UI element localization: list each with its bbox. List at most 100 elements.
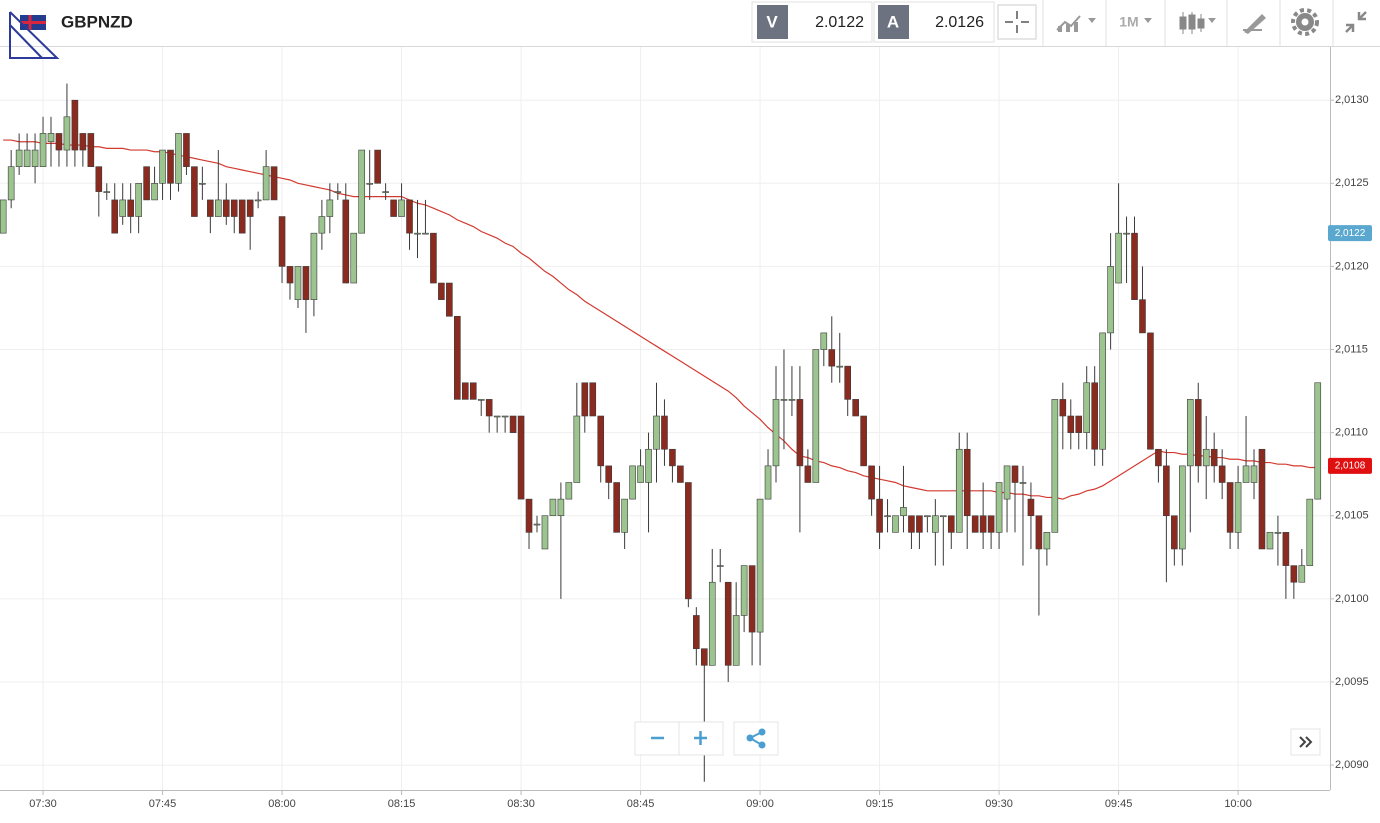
candle-body — [71, 99, 79, 151]
candle-body — [334, 191, 342, 193]
candle-body — [262, 166, 270, 201]
candle-body — [438, 282, 445, 300]
x-tick-label: 10:00 — [1224, 798, 1252, 810]
candle-body — [716, 565, 724, 567]
y-tick-label: 2,0095 — [1335, 676, 1369, 688]
indicator-button[interactable] — [1056, 15, 1096, 32]
candle-body — [1115, 232, 1122, 284]
candle-body — [995, 482, 1003, 533]
candle-body — [557, 498, 565, 517]
candle-body — [756, 498, 764, 633]
candle-body — [493, 415, 501, 418]
candle-body — [533, 523, 541, 526]
candle-body — [645, 448, 652, 483]
candle-body — [222, 199, 230, 217]
candle-body — [39, 133, 47, 167]
candle-body — [119, 199, 127, 217]
candle-body — [79, 133, 87, 151]
x-tick-label: 09:00 — [746, 798, 774, 810]
candle-body — [47, 133, 55, 143]
candle-body — [1019, 482, 1027, 484]
price-tag — [1328, 457, 1372, 474]
candle-body — [230, 199, 238, 217]
candle-body — [748, 565, 756, 633]
crosshair-button[interactable] — [997, 4, 1037, 40]
ask-box[interactable]: A 2.0126 — [873, 1, 995, 43]
x-tick-label: 08:30 — [507, 798, 535, 810]
candle-body — [1179, 465, 1186, 550]
zoom-in-button[interactable] — [678, 721, 724, 756]
candle-body — [900, 507, 907, 517]
candle-body — [246, 199, 254, 217]
candle-body — [1266, 532, 1274, 550]
candle-body — [621, 498, 628, 533]
candle-body — [294, 266, 302, 300]
bid-label: V — [766, 12, 778, 31]
candle-body — [175, 133, 182, 184]
candle-body — [685, 482, 692, 600]
x-tick-label: 09:15 — [866, 798, 894, 810]
candle-body — [955, 448, 963, 533]
candle-body — [199, 182, 206, 185]
bid-box[interactable]: V 2.0122 — [751, 1, 873, 43]
candle-body — [446, 282, 453, 317]
interval[interactable]: 1M — [1119, 14, 1138, 30]
candle-body — [477, 399, 485, 401]
candle-body — [1274, 532, 1282, 534]
collapse-button[interactable] — [1345, 11, 1367, 33]
candle-body — [0, 199, 7, 234]
candle-body — [629, 465, 636, 500]
candle-body — [87, 133, 95, 167]
candle-body — [1139, 299, 1146, 334]
candle-body — [111, 199, 119, 234]
candle-body — [485, 399, 493, 417]
y-tick-label: 2,0105 — [1335, 510, 1369, 522]
x-tick-label: 09:45 — [1105, 798, 1133, 810]
candle-body — [103, 191, 111, 193]
candle-body — [1298, 565, 1306, 583]
candle-body — [772, 399, 780, 467]
candle-body — [366, 182, 373, 185]
y-tick-label: 2,0120 — [1335, 260, 1369, 272]
candle-body — [661, 415, 668, 450]
candle-body — [1186, 399, 1194, 467]
plot-area: 2,0090 2,0095 2,0100 2,0105 2,0110 2,0115 2,01… — [0, 47, 1372, 810]
candle-body — [183, 133, 190, 167]
candle-body — [63, 116, 71, 151]
candle-body — [286, 266, 294, 284]
candle-body — [1250, 465, 1258, 483]
candle-body — [581, 382, 589, 417]
drawing-tool-icon[interactable] — [9, 11, 60, 59]
zoom-out-button[interactable] — [634, 721, 680, 756]
candle-body — [167, 149, 174, 184]
candle-body — [820, 332, 828, 350]
candle-body — [1258, 448, 1266, 550]
candle-body — [1171, 515, 1178, 550]
x-tick-label: 09:30 — [985, 798, 1013, 810]
candle-body — [15, 149, 23, 167]
y-tick-label: 2,0115 — [1335, 343, 1368, 355]
candle-body — [1123, 232, 1130, 235]
scroll-right-button[interactable] — [1290, 728, 1321, 756]
draw-button[interactable] — [1243, 14, 1266, 34]
candle-body — [191, 166, 198, 217]
candle-body — [318, 216, 326, 234]
candle-body — [852, 399, 859, 417]
candle-body — [1147, 332, 1154, 450]
candle-body — [406, 199, 413, 234]
bid-value: 2.0122 — [815, 14, 864, 31]
candle-body — [461, 382, 469, 400]
candle-body — [1027, 498, 1035, 517]
candle-body — [1218, 465, 1226, 483]
candle-body — [1234, 482, 1242, 533]
candle-body — [892, 515, 899, 533]
candle-body — [693, 615, 700, 650]
chart-type-button[interactable] — [1179, 12, 1216, 34]
candle-body — [135, 182, 142, 217]
candle-body — [589, 382, 597, 417]
share-button[interactable] — [733, 721, 779, 756]
candle-body — [517, 415, 525, 500]
moving-average — [3, 139, 1318, 500]
separators — [1042, 0, 1334, 46]
settings-button[interactable] — [1291, 8, 1319, 36]
